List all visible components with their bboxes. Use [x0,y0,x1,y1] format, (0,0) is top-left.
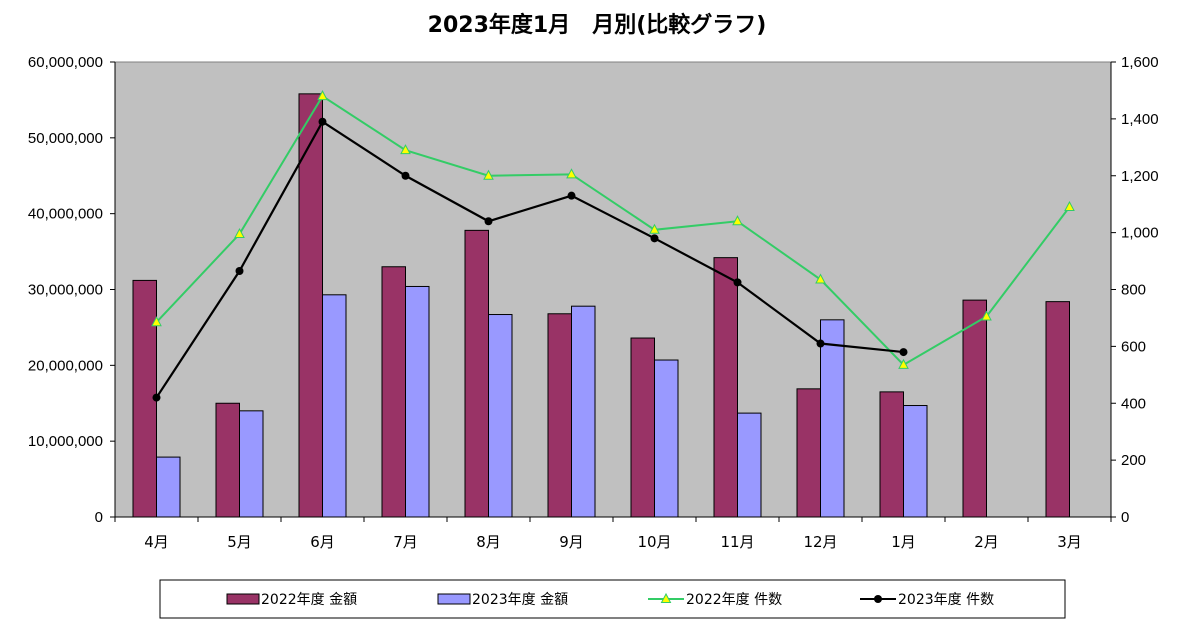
bar-fy2022-amount [713,257,738,518]
point-fy2022-count [898,358,909,369]
bar-fy2022-amount [796,388,821,518]
x-axis-category-label: 9月 [559,533,584,551]
bar-fy2023-amount [903,405,928,518]
point-fy2022-count [400,144,411,155]
legend-label-fy2023-count: 2023年度 件数 [898,592,994,608]
bar-fy2022-amount [630,337,655,518]
point-fy2023-count [152,393,161,402]
point-fy2022-count [566,168,577,179]
bar-fy2022-amount [215,402,240,518]
bar-fy2022-amount [879,391,904,518]
right-axis-tick-label: 800 [1121,282,1146,299]
left-axis-tick-label: 40,000,000 [28,206,103,223]
point-fy2023-count [401,171,410,180]
point-fy2023-count [816,339,825,348]
right-axis-tick-label: 400 [1121,395,1146,412]
point-fy2022-count [1064,200,1075,212]
bar-fy2022-amount [464,229,489,518]
bar-fy2023-amount [654,359,679,518]
right-axis-tick-label: 1,400 [1121,111,1159,128]
point-fy2023-count [318,117,327,126]
right-axis: 0 200 400 600 800 1,000 1,200 1,400 1,600 [1110,54,1159,526]
bar-fy2023-amount [737,412,762,518]
point-fy2022-count [981,310,992,321]
point-fy2023-count [235,267,244,276]
x-axis-category-label: 5月 [227,533,252,551]
x-axis-category-label: 4月 [144,533,169,551]
left-axis-tick-label: 20,000,000 [28,357,103,374]
left-axis-tick-label: 60,000,000 [28,54,103,71]
left-axis-tick-label: 0 [95,509,103,526]
x-axis: 4月 5月 6月 7月 8月 9月 10月 11月 12月 1月 2月 3月 [114,516,1112,551]
point-fy2022-count [151,316,162,327]
right-axis-tick-label: 1,200 [1121,168,1159,185]
right-axis-tick-label: 600 [1121,338,1146,355]
point-fy2023-count [650,234,659,243]
bar-fy2022-amount [962,299,987,518]
legend [159,579,1066,619]
x-axis-category-label: 2月 [974,533,999,551]
left-axis: 0 10,000,000 20,000,000 30,000,000 40,000,00… [28,54,116,526]
x-axis-category-label: 1月 [891,533,916,551]
x-axis-category-label: 10月 [637,533,671,551]
legend-label-fy2022-count: 2022年度 件数 [686,592,782,608]
x-axis-category-label: 11月 [720,533,754,551]
bar-fy2022-amount [1045,301,1070,518]
line-fy2022-count [155,94,1071,367]
right-axis-tick-label: 1,600 [1121,54,1159,71]
left-axis-tick-label: 50,000,000 [28,130,103,147]
plot-area [114,61,1112,518]
line-layer [151,90,1075,402]
x-axis-category-label: 8月 [476,533,501,551]
x-axis-category-label: 7月 [393,533,418,551]
bar-fy2022-amount [547,313,572,518]
point-fy2022-count [483,169,494,180]
right-axis-tick-label: 200 [1121,452,1146,469]
point-fy2023-count [484,217,493,226]
bar-fy2023-amount [488,314,513,518]
point-fy2022-count [234,227,245,239]
line-fy2023-count [155,120,904,399]
legend-marker-fy2023-count [874,595,882,603]
point-fy2022-count [732,215,743,226]
point-fy2023-count [567,191,576,200]
point-fy2023-count [899,348,908,357]
point-fy2023-count [733,278,742,287]
point-fy2022-count [649,223,660,234]
left-axis-tick-label: 30,000,000 [28,282,103,299]
legend-marker-fy2022-count [660,592,672,603]
chart-title: 2023年度1月 月別(比較グラフ) [428,12,767,38]
right-axis-tick-label: 1,000 [1121,225,1159,242]
legend-swatch-fy2022-amount [226,593,260,605]
left-axis-tick-label: 10,000,000 [28,433,103,450]
bar-fy2023-amount [571,305,596,518]
legend-swatch-fy2023-amount [437,593,471,605]
bar-fy2023-amount [820,319,845,518]
bar-fy2023-amount [405,285,430,518]
legend-items: 2022年度 金額 2023年度 金額 2022年度 件数 2023年度 件数 [226,592,994,608]
right-axis-tick-label: 0 [1121,509,1129,526]
bar-layer [132,93,1070,518]
x-axis-category-label: 12月 [803,533,837,551]
bar-fy2022-amount [381,266,406,518]
x-axis-category-label: 6月 [310,533,335,551]
bar-fy2023-amount [239,410,264,518]
point-fy2022-count [317,90,328,101]
bar-fy2023-amount [156,456,181,518]
legend-label-fy2022-amount: 2022年度 金額 [261,592,357,608]
x-axis-category-label: 3月 [1057,533,1082,551]
point-fy2022-count [815,273,826,284]
legend-label-fy2023-amount: 2023年度 金額 [472,592,568,608]
bar-fy2023-amount [322,294,347,518]
